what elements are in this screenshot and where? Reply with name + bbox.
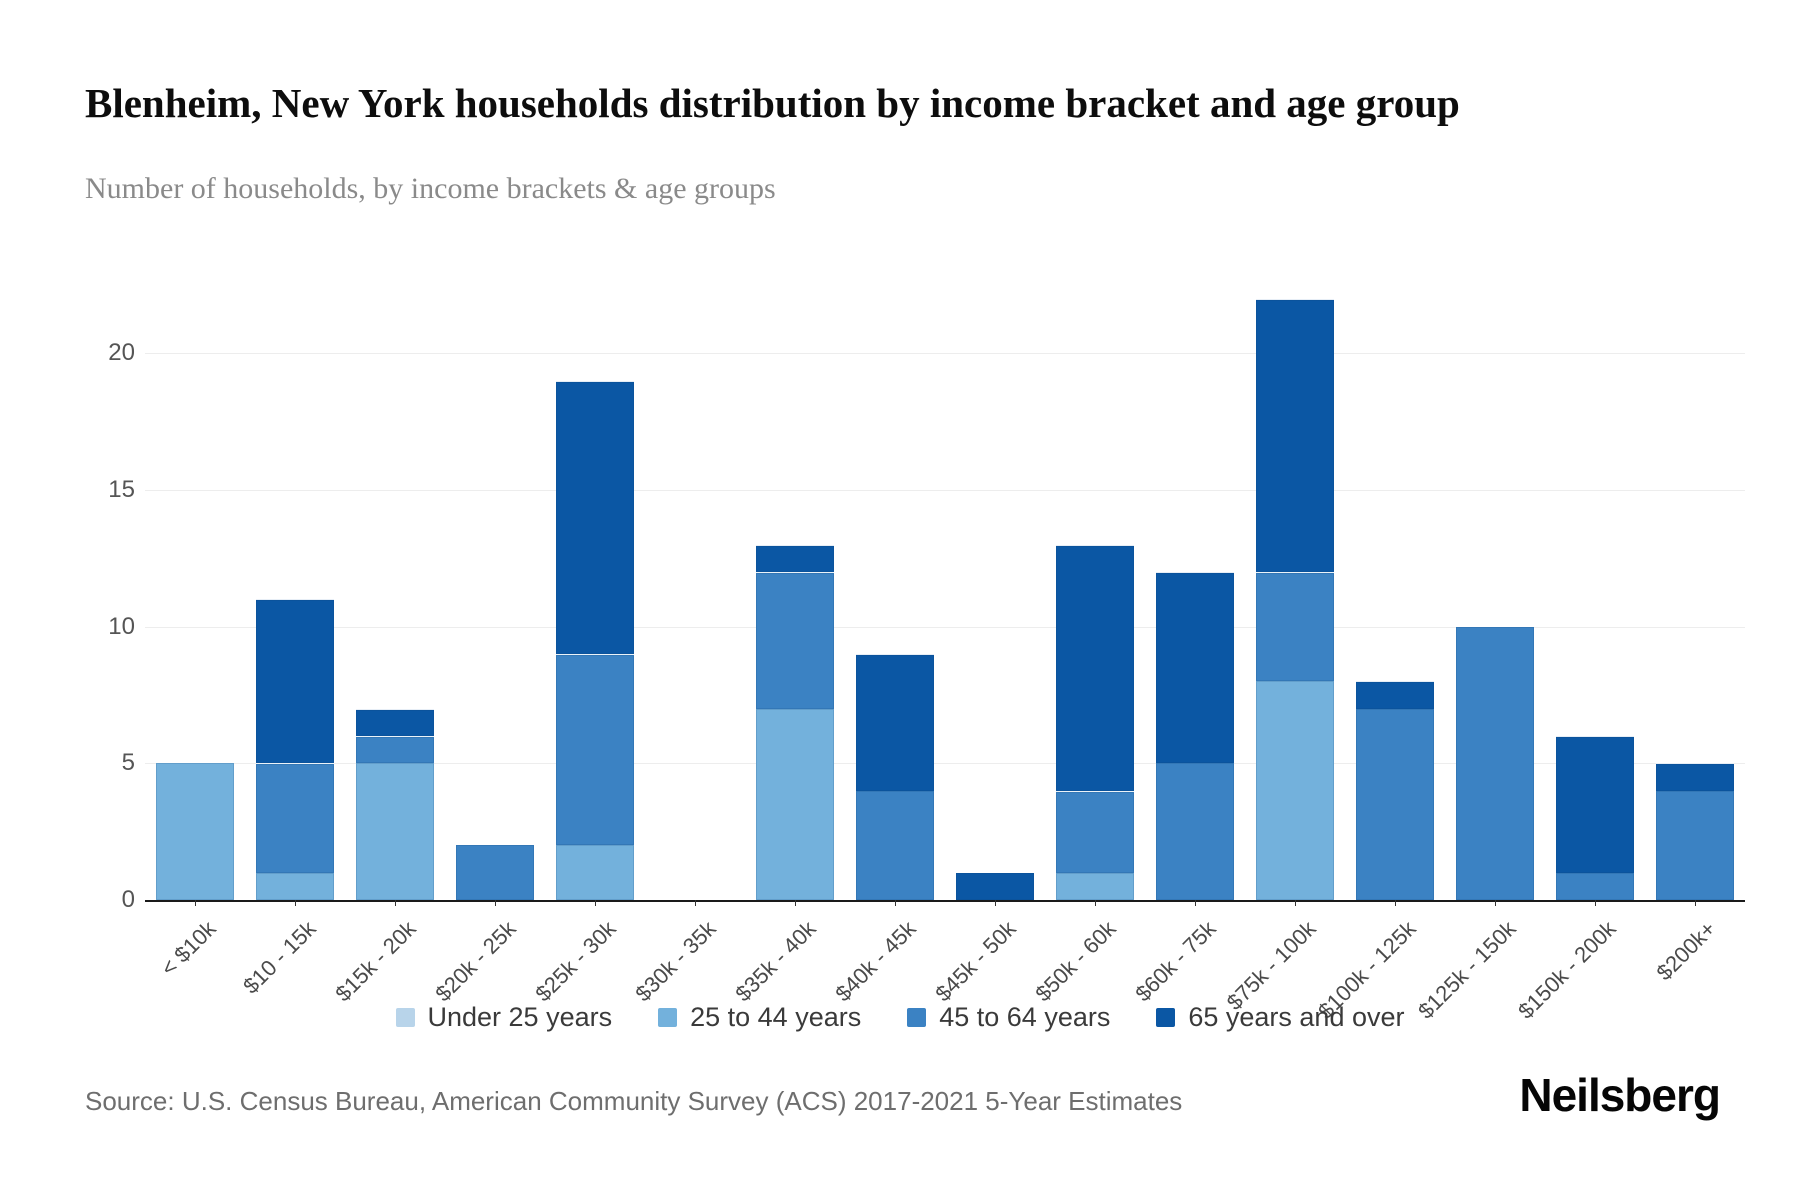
bar-segment[interactable] (256, 599, 334, 764)
gridline (145, 763, 1745, 765)
legend-label: 45 to 64 years (939, 1002, 1111, 1032)
bar-segment[interactable] (1656, 790, 1734, 900)
bar-segment[interactable] (856, 654, 934, 791)
bar-segment[interactable] (1256, 572, 1334, 682)
x-axis-label: $20k - 25k (430, 916, 521, 1007)
x-axis-label: < $10k (155, 916, 221, 981)
bar-segment[interactable] (556, 845, 634, 900)
axis-tick (1095, 900, 1096, 906)
x-axis-label: $15k - 20k (330, 916, 421, 1007)
axis-tick (995, 900, 996, 906)
bar-segment[interactable] (1056, 872, 1134, 900)
x-axis-label: $40k - 45k (830, 916, 921, 1007)
gridline (145, 353, 1745, 355)
axis-tick (395, 900, 396, 906)
bar-segment[interactable] (1456, 626, 1534, 900)
legend-swatch-icon (907, 1008, 927, 1027)
legend-item[interactable]: Under 25 years (395, 1002, 613, 1033)
y-axis-label: 0 (121, 886, 135, 913)
bar-segment[interactable] (1556, 872, 1634, 900)
legend: Under 25 years 25 to 44 years 45 to 64 yea… (0, 1002, 1800, 1033)
legend-swatch-icon (658, 1008, 678, 1027)
x-axis-label: $10 - 15k (238, 916, 321, 999)
axis-tick (895, 900, 896, 906)
x-axis-label: $25k - 30k (530, 916, 621, 1007)
legend-swatch-icon (395, 1008, 415, 1027)
bar-segment[interactable] (356, 736, 434, 764)
bar-segment[interactable] (1056, 790, 1134, 873)
bar-segment[interactable] (756, 544, 834, 573)
axis-tick (795, 900, 796, 906)
axis-tick (595, 900, 596, 906)
axis-tick (1595, 900, 1596, 906)
bar-segment[interactable] (456, 845, 534, 900)
bar-segment[interactable] (1356, 681, 1434, 709)
chart-area: 0 5 10 15 20 < $10k $10 - 15k $15k - 20k $20k - … (0, 240, 1800, 1024)
bar-segment[interactable] (756, 708, 834, 900)
bar-segment[interactable] (1656, 763, 1734, 791)
y-axis-label: 5 (121, 749, 135, 777)
x-axis-label: $60k - 75k (1130, 916, 1221, 1007)
x-axis-line (145, 900, 1745, 902)
legend-label: Under 25 years (427, 1002, 613, 1032)
bar-segment[interactable] (1156, 763, 1234, 900)
legend-item[interactable]: 45 to 64 years (907, 1002, 1110, 1033)
axis-tick (695, 900, 696, 906)
legend-label: 65 years and over (1188, 1002, 1405, 1032)
bar-segment[interactable] (1356, 708, 1434, 900)
bar-segment[interactable] (556, 380, 634, 655)
axis-tick (295, 900, 296, 906)
y-axis-label: 20 (108, 339, 135, 367)
source-text: Source: U.S. Census Bureau, American Com… (85, 1086, 1183, 1116)
legend-item[interactable]: 25 to 44 years (658, 1002, 861, 1033)
bar-segment[interactable] (1256, 681, 1334, 900)
plot-area: 0 5 10 15 20 < $10k $10 - 15k $15k - 20k $20k - … (108, 255, 1745, 1024)
bar-segment[interactable] (1556, 736, 1634, 873)
gridline (145, 626, 1745, 628)
bar-segment[interactable] (1256, 298, 1334, 573)
x-axis-label: $50k - 60k (1030, 916, 1121, 1007)
bar-segment[interactable] (1056, 544, 1134, 791)
x-axis-label: $75k - 100k (1221, 916, 1321, 1015)
legend-swatch-icon (1156, 1008, 1176, 1027)
bar-segment[interactable] (256, 872, 334, 900)
bar-segment[interactable] (356, 708, 434, 737)
axis-tick (1495, 900, 1496, 906)
gridline (145, 490, 1745, 492)
chart-title: Blenheim, New York households distributi… (85, 80, 1460, 127)
y-axis-label: 15 (108, 476, 135, 504)
bar-segment[interactable] (756, 572, 834, 709)
bar-segment[interactable] (1156, 572, 1234, 764)
bar-segment[interactable] (556, 654, 634, 846)
y-axis-label: 10 (108, 612, 135, 640)
legend-label: 25 to 44 years (690, 1002, 862, 1032)
brand-logo[interactable]: Neilsberg (1519, 1069, 1721, 1121)
x-axis-label: $30k - 35k (630, 916, 721, 1007)
axis-tick (1395, 900, 1396, 906)
axis-tick (1695, 900, 1696, 906)
bar-segment[interactable] (256, 763, 334, 873)
chart-subtitle: Number of households, by income brackets… (85, 172, 776, 205)
axis-tick (495, 900, 496, 906)
x-axis-label: $35k - 40k (730, 916, 821, 1007)
bar-segment[interactable] (156, 763, 234, 900)
bar-segment[interactable] (856, 790, 934, 900)
bar-segment[interactable] (356, 763, 434, 900)
legend-item[interactable]: 65 years and over (1156, 1002, 1405, 1033)
bar-segment[interactable] (956, 872, 1034, 900)
axis-tick (195, 900, 196, 906)
x-axis-label: $200k+ (1651, 916, 1721, 986)
axis-tick (1295, 900, 1296, 906)
x-axis-label: $45k - 50k (930, 916, 1021, 1007)
axis-tick (1195, 900, 1196, 906)
